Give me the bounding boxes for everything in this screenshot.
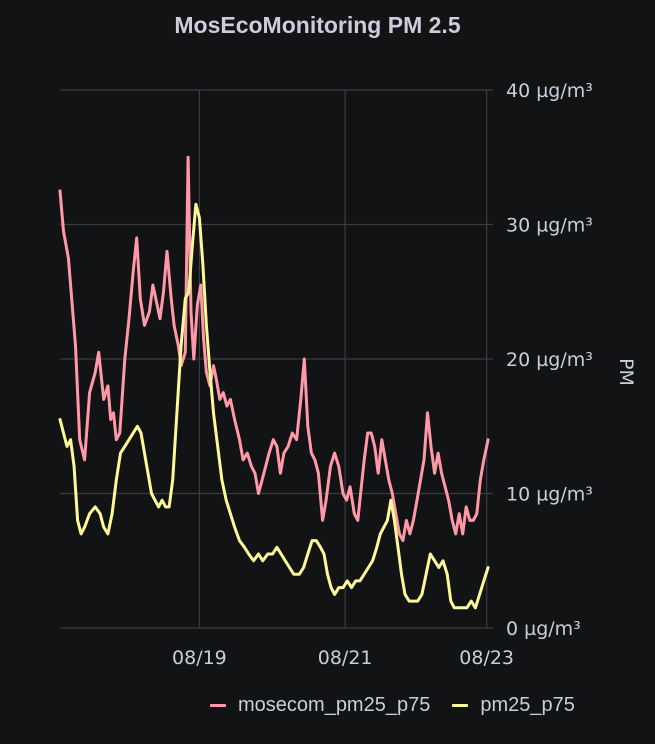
y-tick-label: 20 µg/m³ — [506, 349, 593, 371]
x-axis: 08/19 08/21 08/23 — [172, 647, 514, 669]
y-axis: 0 µg/m³ 10 µg/m³ 20 µg/m³ 30 µg/m³ 40 µg/m³ — [506, 80, 593, 640]
legend-label-mosecom: mosecom_pm25_p75 — [238, 693, 431, 716]
x-tick-label: 08/21 — [318, 647, 373, 669]
legend: mosecom_pm25_p75 pm25_p75 — [210, 690, 650, 720]
y-axis-label: PM — [615, 358, 637, 386]
series-line-mosecom_pm25_p75[interactable] — [58, 155, 490, 543]
grid-layer — [60, 89, 493, 629]
legend-item-mosecom[interactable]: mosecom_pm25_p75 — [210, 694, 430, 717]
x-tick-label: 08/23 — [459, 647, 514, 669]
panel-title: MosEcoMonitoring PM 2.5 — [174, 12, 461, 38]
legend-item-pm25[interactable]: pm25_p75 — [452, 694, 575, 717]
y-tick-label: 40 µg/m³ — [506, 80, 593, 102]
series-layer — [58, 155, 490, 610]
legend-swatch-mosecom — [210, 703, 226, 707]
x-tick-label: 08/19 — [172, 647, 227, 669]
y-tick-label: 30 µg/m³ — [506, 215, 593, 237]
y-tick-label: 0 µg/m³ — [506, 618, 581, 640]
series-line-pm25_p75[interactable] — [58, 202, 490, 610]
y-tick-label: 10 µg/m³ — [506, 484, 593, 506]
legend-swatch-pm25 — [452, 703, 469, 707]
legend-label-pm25: pm25_p75 — [480, 693, 575, 716]
